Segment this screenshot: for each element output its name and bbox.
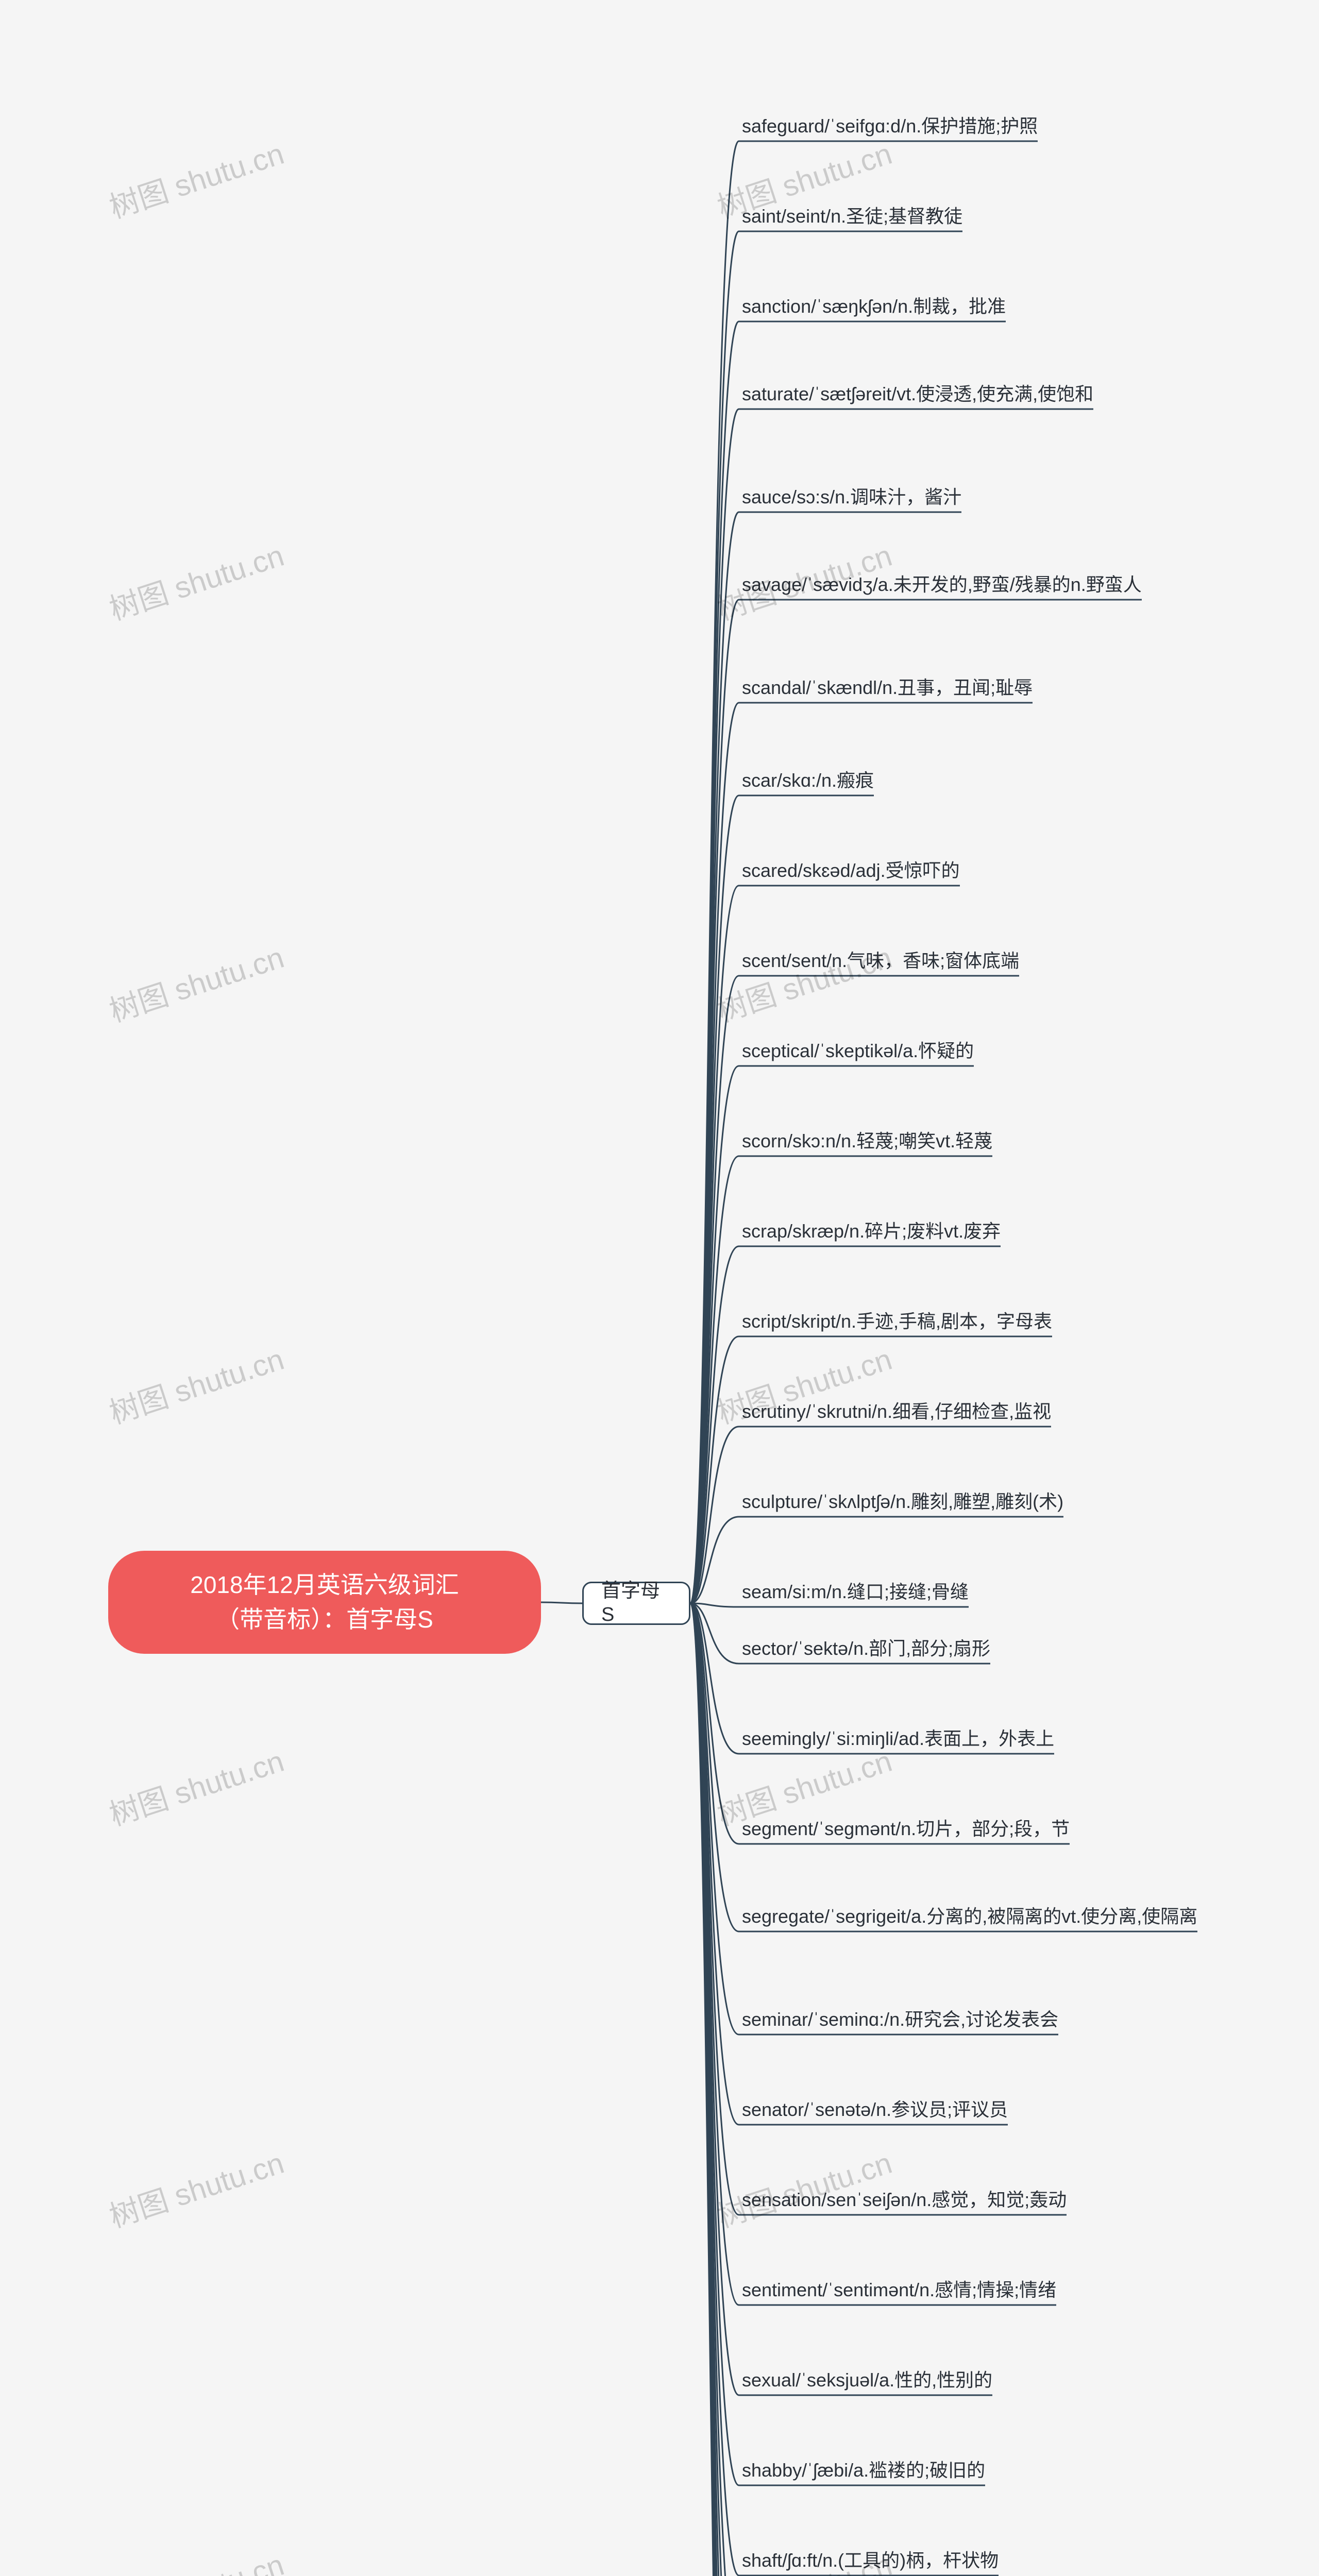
watermark: 树图 shutu.cn (103, 1737, 289, 1834)
vocabulary-item: senator/ˈsenətə/n.参议员;评议员 (742, 2097, 1008, 2123)
vocabulary-item-text: savage/ˈsævidʒ/a.未开发的,野蛮/残暴的n.野蛮人 (742, 574, 1142, 595)
mindmap-root: 2018年12月英语六级词汇 （带音标）：首字母S (108, 1551, 541, 1654)
vocabulary-item: sentiment/ˈsentimənt/n.感情;情操;情绪 (742, 2277, 1056, 2303)
watermark: 树图 shutu.cn (103, 1335, 289, 1432)
vocabulary-item: segment/ˈsegmənt/n.切片，部分;段，节 (742, 1816, 1070, 1842)
vocabulary-item: scar/skɑ:/n.瘢痕 (742, 768, 874, 793)
vocabulary-item-text: scared/skɛəd/adj.受惊吓的 (742, 860, 960, 881)
vocabulary-item-text: sauce/sɔ:s/n.调味汁，酱汁 (742, 486, 961, 507)
vocabulary-item: scandal/ˈskændl/n.丑事，丑闻;耻辱 (742, 675, 1033, 701)
vocabulary-item: sensation/senˈseiʃən/n.感觉，知觉;轰动 (742, 2187, 1067, 2213)
watermark: 树图 shutu.cn (103, 933, 289, 1030)
vocabulary-item: seemingly/ˈsi:miŋli/ad.表面上，外表上 (742, 1726, 1054, 1752)
watermark: 树图 shutu.cn (103, 531, 289, 628)
vocabulary-item: seminar/ˈseminɑ:/n.研究会,讨论发表会 (742, 2007, 1058, 2032)
vocabulary-item: seam/si:m/n.缝口;接缝;骨缝 (742, 1579, 969, 1605)
vocabulary-item: sexual/ˈseksjuəl/a.性的,性别的 (742, 2367, 992, 2393)
vocabulary-item-text: seminar/ˈseminɑ:/n.研究会,讨论发表会 (742, 2009, 1058, 2030)
vocabulary-item: shaft/ʃɑ:ft/n.(工具的)柄，杆状物 (742, 2548, 999, 2573)
mindmap-branch-s-label: 首字母S (601, 1580, 671, 1626)
watermark: 树图 shutu.cn (103, 2540, 289, 2576)
vocabulary-item-text: sector/ˈsektə/n.部门,部分;扇形 (742, 1638, 990, 1659)
vocabulary-item-text: shabby/ˈʃæbi/a.褴褛的;破旧的 (742, 2460, 985, 2481)
vocabulary-item: scrutiny/ˈskrutni/n.细看,仔细检查,监视 (742, 1399, 1051, 1425)
vocabulary-item: savage/ˈsævidʒ/a.未开发的,野蛮/残暴的n.野蛮人 (742, 572, 1142, 598)
vocabulary-item-text: sculpture/ˈskʌlptʃə/n.雕刻,雕塑,雕刻(术) (742, 1491, 1063, 1512)
vocabulary-item-text: saturate/ˈsætʃəreit/vt.使浸透,使充满,使饱和 (742, 383, 1093, 404)
vocabulary-item: sceptical/ˈskeptikəl/a.怀疑的 (742, 1038, 974, 1064)
vocabulary-item-text: segregate/ˈsegrigeit/a.分离的,被隔离的vt.使分离,使隔… (742, 1906, 1197, 1927)
mindmap-root-text: 2018年12月英语六级词汇 （带音标）：首字母S (190, 1568, 459, 1636)
vocabulary-item-text: script/skript/n.手迹,手稿,剧本，字母表 (742, 1311, 1052, 1332)
vocabulary-item-text: seemingly/ˈsi:miŋli/ad.表面上，外表上 (742, 1728, 1054, 1749)
vocabulary-item: segregate/ˈsegrigeit/a.分离的,被隔离的vt.使分离,使隔… (742, 1904, 1197, 1929)
vocabulary-item-text: saint/seint/n.圣徒;基督教徒 (742, 206, 962, 227)
vocabulary-item: saturate/ˈsætʃəreit/vt.使浸透,使充满,使饱和 (742, 381, 1093, 407)
vocabulary-item-text: sanction/ˈsæŋkʃən/n.制裁，批准 (742, 296, 1006, 317)
vocabulary-item: saint/seint/n.圣徒;基督教徒 (742, 204, 962, 229)
vocabulary-item-text: sceptical/ˈskeptikəl/a.怀疑的 (742, 1040, 974, 1061)
vocabulary-item-text: sensation/senˈseiʃən/n.感觉，知觉;轰动 (742, 2189, 1067, 2210)
vocabulary-item: scrap/skræp/n.碎片;废料vt.废弃 (742, 1218, 1001, 1244)
vocabulary-item-text: scorn/skɔ:n/n.轻蔑;嘲笑vt.轻蔑 (742, 1130, 992, 1151)
vocabulary-item: scared/skɛəd/adj.受惊吓的 (742, 858, 960, 884)
vocabulary-item-text: scent/sent/n.气味，香味;窗体底端 (742, 950, 1019, 971)
vocabulary-item: shabby/ˈʃæbi/a.褴褛的;破旧的 (742, 2458, 985, 2483)
watermark: 树图 shutu.cn (103, 2139, 289, 2235)
vocabulary-item: safeguard/ˈseifgɑ:d/n.保护措施;护照 (742, 113, 1038, 139)
vocabulary-item-text: sexual/ˈseksjuəl/a.性的,性别的 (742, 2369, 992, 2391)
vocabulary-item-text: senator/ˈsenətə/n.参议员;评议员 (742, 2099, 1008, 2120)
vocabulary-item: sector/ˈsektə/n.部门,部分;扇形 (742, 1636, 990, 1662)
vocabulary-item-text: scrutiny/ˈskrutni/n.细看,仔细检查,监视 (742, 1401, 1051, 1422)
vocabulary-item: scorn/skɔ:n/n.轻蔑;嘲笑vt.轻蔑 (742, 1128, 992, 1154)
vocabulary-item-text: scrap/skræp/n.碎片;废料vt.废弃 (742, 1221, 1001, 1242)
vocabulary-item-text: safeguard/ˈseifgɑ:d/n.保护措施;护照 (742, 115, 1038, 137)
vocabulary-item-text: segment/ˈsegmənt/n.切片，部分;段，节 (742, 1818, 1070, 1839)
vocabulary-item-text: seam/si:m/n.缝口;接缝;骨缝 (742, 1581, 969, 1602)
vocabulary-item: sauce/sɔ:s/n.调味汁，酱汁 (742, 484, 961, 510)
vocabulary-item-text: shaft/ʃɑ:ft/n.(工具的)柄，杆状物 (742, 2550, 999, 2571)
mindmap-branch-s: 首字母S (582, 1582, 690, 1625)
vocabulary-item-text: scandal/ˈskændl/n.丑事，丑闻;耻辱 (742, 677, 1033, 698)
vocabulary-item: sculpture/ˈskʌlptʃə/n.雕刻,雕塑,雕刻(术) (742, 1489, 1063, 1515)
vocabulary-item: script/skript/n.手迹,手稿,剧本，字母表 (742, 1309, 1052, 1334)
watermark: 树图 shutu.cn (103, 129, 289, 226)
vocabulary-item-text: scar/skɑ:/n.瘢痕 (742, 770, 874, 791)
vocabulary-item-text: sentiment/ˈsentimənt/n.感情;情操;情绪 (742, 2279, 1056, 2300)
vocabulary-item: scent/sent/n.气味，香味;窗体底端 (742, 948, 1019, 974)
vocabulary-item: sanction/ˈsæŋkʃən/n.制裁，批准 (742, 294, 1006, 319)
